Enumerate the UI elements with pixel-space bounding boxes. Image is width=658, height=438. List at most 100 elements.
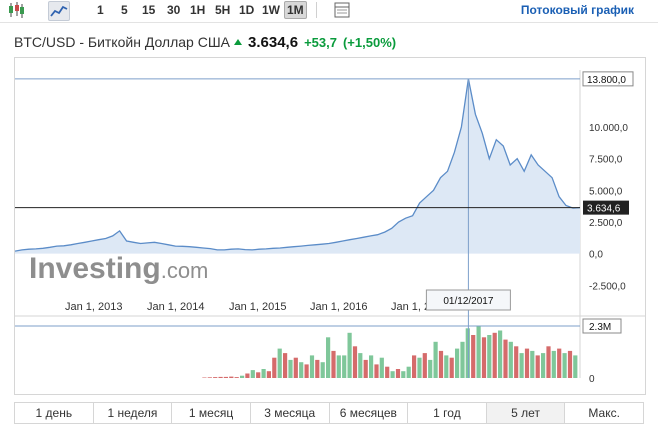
volume-bar <box>541 353 546 378</box>
volume-bar <box>234 377 239 378</box>
volume-bar <box>245 373 250 378</box>
volume-bar <box>535 355 540 378</box>
toolbar-separator <box>316 2 317 18</box>
area-chart-icon[interactable] <box>48 1 70 21</box>
volume-bar <box>406 366 411 378</box>
volume-bar <box>293 357 298 378</box>
period-5-years[interactable]: 5 лет <box>486 403 566 423</box>
volume-bar <box>336 355 341 378</box>
volume-bar <box>342 355 347 378</box>
timeframe-5h[interactable]: 5H <box>215 3 231 17</box>
volume-bar <box>347 332 352 378</box>
current-price-box <box>583 200 629 215</box>
volume-bar <box>422 353 427 378</box>
volume-bar <box>261 369 266 378</box>
volume-bar <box>519 353 524 378</box>
volume-bar <box>331 350 336 378</box>
volume-bar <box>240 375 245 378</box>
volume-max-label: 2.3M <box>589 322 611 333</box>
volume-bar <box>492 332 497 378</box>
volume-bar <box>374 364 379 378</box>
volume-bar <box>401 371 406 378</box>
y-tick-label: 7.500,0 <box>589 155 623 166</box>
x-tick-label: Jan 1, 2016 <box>310 301 368 313</box>
instrument-name: BTC/USD - Биткойн Доллар США <box>14 34 231 50</box>
y-tick-label: 0,0 <box>589 250 603 261</box>
cursor-date-label: 01/12/2017 <box>443 296 493 307</box>
x-tick-label: Jan 1, 2014 <box>147 301 205 313</box>
volume-bar <box>266 371 271 378</box>
period-3-months[interactable]: 3 месяца <box>251 403 330 423</box>
volume-bar <box>465 328 470 378</box>
last-price: 3.634,6 <box>248 34 299 51</box>
streaming-chart-link[interactable]: Потоковый график <box>520 3 634 17</box>
volume-bar <box>546 346 551 378</box>
volume-bar <box>288 359 293 378</box>
candlestick-chart-icon[interactable] <box>6 1 26 19</box>
timeframe-15[interactable]: 15 <box>142 3 156 17</box>
volume-bar <box>358 353 363 378</box>
y-tick-label: 10.000,0 <box>589 123 628 134</box>
volume-bar <box>573 355 578 378</box>
volume-bar <box>417 357 422 378</box>
timeframe-1[interactable]: 1 <box>97 3 104 17</box>
volume-bar <box>326 337 331 378</box>
volume-bar <box>304 364 309 378</box>
chart-toolbar: 1 5 15 30 1H 5H 1D 1W 1M Потоковый графи… <box>0 0 658 23</box>
volume-bar <box>369 355 374 378</box>
period-1-year[interactable]: 1 год <box>408 403 487 423</box>
volume-bar <box>202 377 207 378</box>
period-1-week[interactable]: 1 неделя <box>94 403 173 423</box>
trend-up-icon <box>234 39 243 45</box>
volume-bar <box>508 341 513 378</box>
volume-bar <box>562 353 567 378</box>
price-change-percent: (+1,50%) <box>342 35 397 50</box>
y-tick-label: -2.500,0 <box>589 281 626 292</box>
volume-bar <box>481 337 487 378</box>
price-chart[interactable]: Investing.com Jan 1, 2013 Jan 1, 2014 Jan … <box>14 58 645 394</box>
volume-bar <box>299 362 304 378</box>
volume-bar <box>476 326 481 378</box>
volume-bar <box>352 346 358 378</box>
timeframe-1d[interactable]: 1D <box>239 3 255 17</box>
volume-bar <box>385 366 390 378</box>
volume-bar <box>320 362 325 378</box>
volume-bar <box>272 357 277 378</box>
volume-bar <box>213 377 218 378</box>
table-view-icon[interactable] <box>332 1 352 19</box>
price-chart-panel[interactable]: Investing.com Jan 1, 2013 Jan 1, 2014 Jan … <box>14 57 646 395</box>
period-1-month[interactable]: 1 месяц <box>172 403 251 423</box>
timeframe-1w[interactable]: 1W <box>262 3 280 17</box>
timeframe-5[interactable]: 5 <box>121 3 128 17</box>
y-tick-label: 5.000,0 <box>589 186 623 197</box>
volume-bar <box>379 357 384 378</box>
price-series-line <box>14 78 581 252</box>
period-max[interactable]: Макс. <box>588 406 620 420</box>
cursor-value-box <box>582 71 634 87</box>
volume-bar <box>530 350 535 378</box>
price-area-fill <box>15 78 580 254</box>
volume-bar <box>514 346 519 378</box>
volume-bar <box>498 330 503 378</box>
volume-bar <box>471 335 476 378</box>
volume-bar <box>218 376 223 378</box>
volume-bar <box>487 335 492 378</box>
volume-bar <box>524 348 530 378</box>
period-6-months[interactable]: 6 месяцев <box>330 403 409 423</box>
volume-bar <box>363 359 368 378</box>
current-price-label: 3.634,6 <box>587 204 621 215</box>
timeframe-1h[interactable]: 1H <box>190 3 206 17</box>
cursor-value-label: 13.800,0 <box>587 75 626 86</box>
volume-bar <box>503 339 508 378</box>
timeframe-30[interactable]: 30 <box>167 3 181 17</box>
volume-bar <box>460 341 465 378</box>
volume-bar <box>551 350 556 378</box>
volume-bar <box>455 348 460 378</box>
timeframe-1m[interactable]: 1M <box>284 1 307 19</box>
volume-zero-label: 0 <box>589 374 595 385</box>
x-tick-label: Jan 1, 2013 <box>65 301 123 313</box>
volume-bar <box>433 341 438 378</box>
cursor-date-box <box>425 289 511 311</box>
period-1-day[interactable]: 1 день <box>15 403 94 423</box>
volume-bar <box>250 370 255 378</box>
